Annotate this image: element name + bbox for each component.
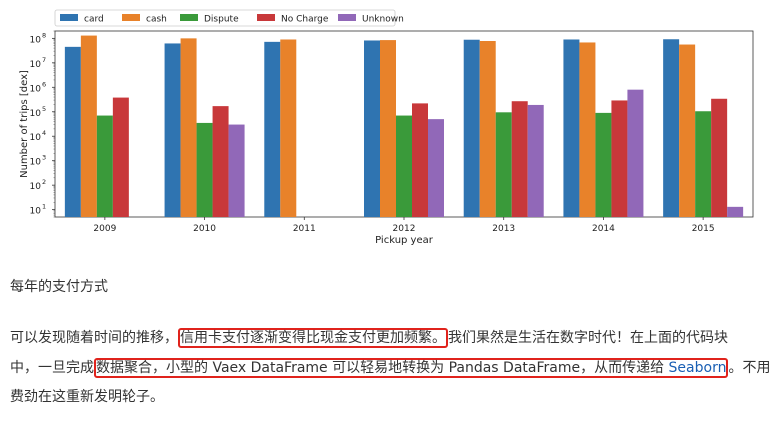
bar-card xyxy=(663,39,680,218)
y-tick-exponent: 4 xyxy=(42,129,46,137)
bar-dispute xyxy=(495,112,512,217)
legend-swatch xyxy=(257,14,275,21)
y-tick-label: 10 xyxy=(30,182,42,192)
paragraph-line-2: 中，一旦完成 数据聚合，小型的 Vaex DataFrame 可以轻易地转换为 P… xyxy=(10,357,770,378)
y-tick-exponent: 1 xyxy=(42,203,46,211)
paragraph-line-3: 费劲在这重新发明轮子。 xyxy=(10,389,164,405)
bar-unknown xyxy=(627,89,644,217)
bar-dispute xyxy=(96,115,113,217)
y-tick-label: 10 xyxy=(30,109,42,119)
bar-dispute xyxy=(595,112,612,217)
bar-cash xyxy=(579,42,596,217)
y-tick-exponent: 8 xyxy=(42,31,46,39)
bar-dispute xyxy=(396,115,412,217)
bar-dispute xyxy=(695,111,712,217)
bar-no-charge xyxy=(112,97,129,217)
bar-unknown xyxy=(428,119,444,217)
bar-card xyxy=(164,43,181,217)
y-tick-label: 10 xyxy=(30,60,42,70)
legend-label: cash xyxy=(146,15,167,25)
legend-label: card xyxy=(84,15,104,25)
legend-label: Unknown xyxy=(362,15,404,25)
x-axis-label: Pickup year xyxy=(375,235,434,246)
bar-no-charge xyxy=(412,103,428,217)
x-tick-label: 2013 xyxy=(492,224,515,234)
paragraph-text: 数据聚合，小型的 Vaex DataFrame 可以轻易地转换为 Pandas … xyxy=(96,360,669,376)
y-tick-exponent: 6 xyxy=(42,80,46,88)
x-tick-label: 2009 xyxy=(93,224,116,234)
y-axis-label: Number of trips [dex] xyxy=(19,70,30,178)
y-tick-exponent: 7 xyxy=(42,56,46,64)
y-tick-label: 10 xyxy=(30,84,42,94)
legend-label: Dispute xyxy=(204,15,239,25)
paragraph-text: 中，一旦完成 xyxy=(10,360,94,376)
x-tick-label: 2014 xyxy=(592,224,615,234)
bar-no-charge xyxy=(611,100,628,217)
y-tick-label: 10 xyxy=(30,158,42,168)
y-tick-exponent: 3 xyxy=(42,154,46,162)
bar-unknown xyxy=(527,104,544,217)
bar-card xyxy=(64,46,81,217)
y-tick-exponent: 2 xyxy=(42,178,46,186)
bar-no-charge xyxy=(711,98,728,217)
x-tick-label: 2012 xyxy=(393,224,416,234)
legend-swatch xyxy=(338,14,356,21)
seaborn-link[interactable]: Seaborn xyxy=(668,360,727,376)
bar-no-charge xyxy=(212,106,229,217)
y-tick-label: 10 xyxy=(30,133,42,143)
y-tick-label: 10 xyxy=(30,207,42,217)
bar-cash xyxy=(280,39,297,218)
x-tick-label: 2010 xyxy=(193,224,216,234)
bar-card xyxy=(563,39,580,218)
bar-unknown xyxy=(228,124,245,217)
bar-cash xyxy=(679,44,696,217)
legend-swatch xyxy=(180,14,198,21)
highlighted-phrase: 信用卡支付逐渐变得比现金支付更加频繁。 xyxy=(178,328,448,348)
legend-swatch xyxy=(122,14,140,21)
bar-card xyxy=(264,41,281,217)
bar-cash xyxy=(80,35,97,218)
x-tick-label: 2011 xyxy=(293,224,316,234)
bar-cash xyxy=(180,38,197,217)
bar-unknown xyxy=(727,206,744,217)
y-tick-exponent: 5 xyxy=(42,105,46,113)
bar-cash xyxy=(380,40,396,218)
figure-caption: 每年的支付方式 xyxy=(10,279,108,295)
legend-swatch xyxy=(60,14,78,21)
highlighted-phrase: 数据聚合，小型的 Vaex DataFrame 可以轻易地转换为 Pandas … xyxy=(94,358,729,378)
bar-cash xyxy=(479,41,496,217)
paragraph-text: 。不用 xyxy=(728,360,770,376)
paragraph-line-1: 可以发现随着时间的推移， 信用卡支付逐渐变得比现金支付更加频繁。 我们果然是生活在数… xyxy=(10,327,728,348)
y-tick-label: 10 xyxy=(30,35,42,45)
legend-label: No Charge xyxy=(281,15,329,25)
bar-no-charge xyxy=(511,101,528,217)
bar-card xyxy=(463,39,480,217)
bar-dispute xyxy=(196,122,213,217)
x-tick-label: 2015 xyxy=(692,224,715,234)
paragraph-text: 可以发现随着时间的推移， xyxy=(10,330,178,346)
bar-card xyxy=(364,40,380,218)
paragraph-text: 我们果然是生活在数字时代！在上面的代码块 xyxy=(448,330,728,346)
